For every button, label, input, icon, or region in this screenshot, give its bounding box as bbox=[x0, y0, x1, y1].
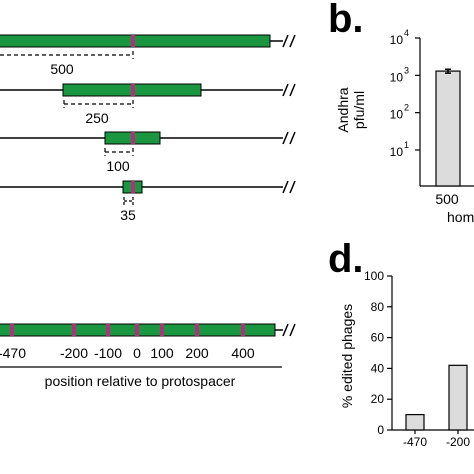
break-mark-35 bbox=[282, 180, 296, 194]
panel-b-ylabel-line1: Andhra bbox=[335, 87, 351, 132]
position-tick-label: -100 bbox=[94, 345, 122, 361]
protospacer-mark-250 bbox=[131, 84, 135, 96]
position-tick-label: -200 bbox=[60, 345, 88, 361]
position-mark-100 bbox=[160, 324, 164, 336]
fragment-label-100: 100 bbox=[106, 158, 130, 174]
panel-letter-d: d. bbox=[328, 237, 364, 281]
panel-a: 500 250 100 35 bbox=[0, 34, 296, 223]
panel-d-bars: -470 -200 bbox=[403, 364, 470, 449]
panel-d-bar bbox=[448, 364, 468, 431]
panel-d-bar bbox=[405, 414, 425, 431]
panel-d: d. % edited phages 0 20 40 60 80 100 -470 -200 bbox=[328, 237, 474, 449]
span-bracket-500 bbox=[0, 51, 134, 59]
panel-d-tick-label: 20 bbox=[371, 392, 385, 406]
panel-d-tick-label: 0 bbox=[377, 423, 384, 437]
panel-d-category-label: -200 bbox=[446, 435, 470, 449]
panel-letter-b: b. bbox=[328, 0, 364, 41]
position-mark-neg200 bbox=[72, 324, 76, 336]
break-mark-500 bbox=[282, 34, 296, 48]
position-mark-200 bbox=[195, 324, 199, 336]
panel-b-tick-exponent: 4 bbox=[404, 28, 409, 38]
protospacer-mark-35 bbox=[131, 181, 135, 193]
panel-d-tick-label: 100 bbox=[364, 269, 384, 283]
panel-b-tick-label: 10 bbox=[390, 145, 404, 159]
position-mark-neg100 bbox=[106, 324, 110, 336]
fragment-label-250: 250 bbox=[85, 110, 109, 126]
protospacer-mark-100 bbox=[131, 132, 135, 144]
panel-b-tick-label: 10 bbox=[390, 70, 404, 84]
panel-d-category-label: -470 bbox=[403, 435, 427, 449]
position-mark-400 bbox=[241, 324, 245, 336]
panel-b-tick-exponent: 2 bbox=[404, 103, 409, 113]
break-mark-tiling bbox=[282, 323, 296, 337]
panel-b-ylabel: Andhra pfu/ml bbox=[335, 87, 367, 132]
panel-d-ticks: 0 20 40 60 80 100 bbox=[364, 269, 392, 437]
panel-b-bars bbox=[435, 68, 461, 187]
break-mark-250 bbox=[282, 83, 296, 97]
panel-d-ylabel: % edited phages bbox=[339, 304, 355, 408]
protospacer-mark-500 bbox=[131, 35, 135, 47]
panel-d-tick-label: 60 bbox=[371, 331, 385, 345]
panel-d-tick-label: 40 bbox=[371, 361, 385, 375]
position-mark-0 bbox=[135, 324, 139, 336]
fragment-label-35: 35 bbox=[120, 207, 136, 223]
fragment-label-500: 500 bbox=[50, 61, 74, 77]
panel-b-bar bbox=[435, 70, 461, 187]
position-tick-label: 200 bbox=[185, 345, 209, 361]
position-tick-label: -470 bbox=[0, 345, 26, 361]
position-tick-label: 400 bbox=[231, 345, 255, 361]
panel-b-tick-label: 10 bbox=[390, 108, 404, 122]
panel-c: -470 -200 -100 0 100 200 400 position re… bbox=[0, 323, 296, 389]
span-bracket-250 bbox=[63, 100, 134, 108]
position-mark-neg470 bbox=[10, 324, 14, 336]
panel-b-tick-exponent: 1 bbox=[404, 140, 409, 150]
position-tick-label: 100 bbox=[150, 345, 174, 361]
panel-b-error-bar bbox=[445, 68, 451, 74]
panel-b-ylabel-line2: pfu/ml bbox=[351, 91, 367, 129]
panel-b-category-label: 500 bbox=[435, 191, 459, 207]
panel-b-tick-exponent: 3 bbox=[404, 65, 409, 75]
position-axis-label: position relative to protospacer bbox=[45, 373, 236, 389]
span-bracket-100 bbox=[104, 148, 134, 156]
panel-b-tick-label: 10 bbox=[390, 33, 404, 47]
break-mark-100 bbox=[282, 131, 296, 145]
panel-d-tick-label: 80 bbox=[371, 300, 385, 314]
span-bracket-35 bbox=[123, 197, 134, 205]
panel-b-xlabel: hom bbox=[447, 209, 474, 225]
position-tick-label: 0 bbox=[133, 345, 141, 361]
